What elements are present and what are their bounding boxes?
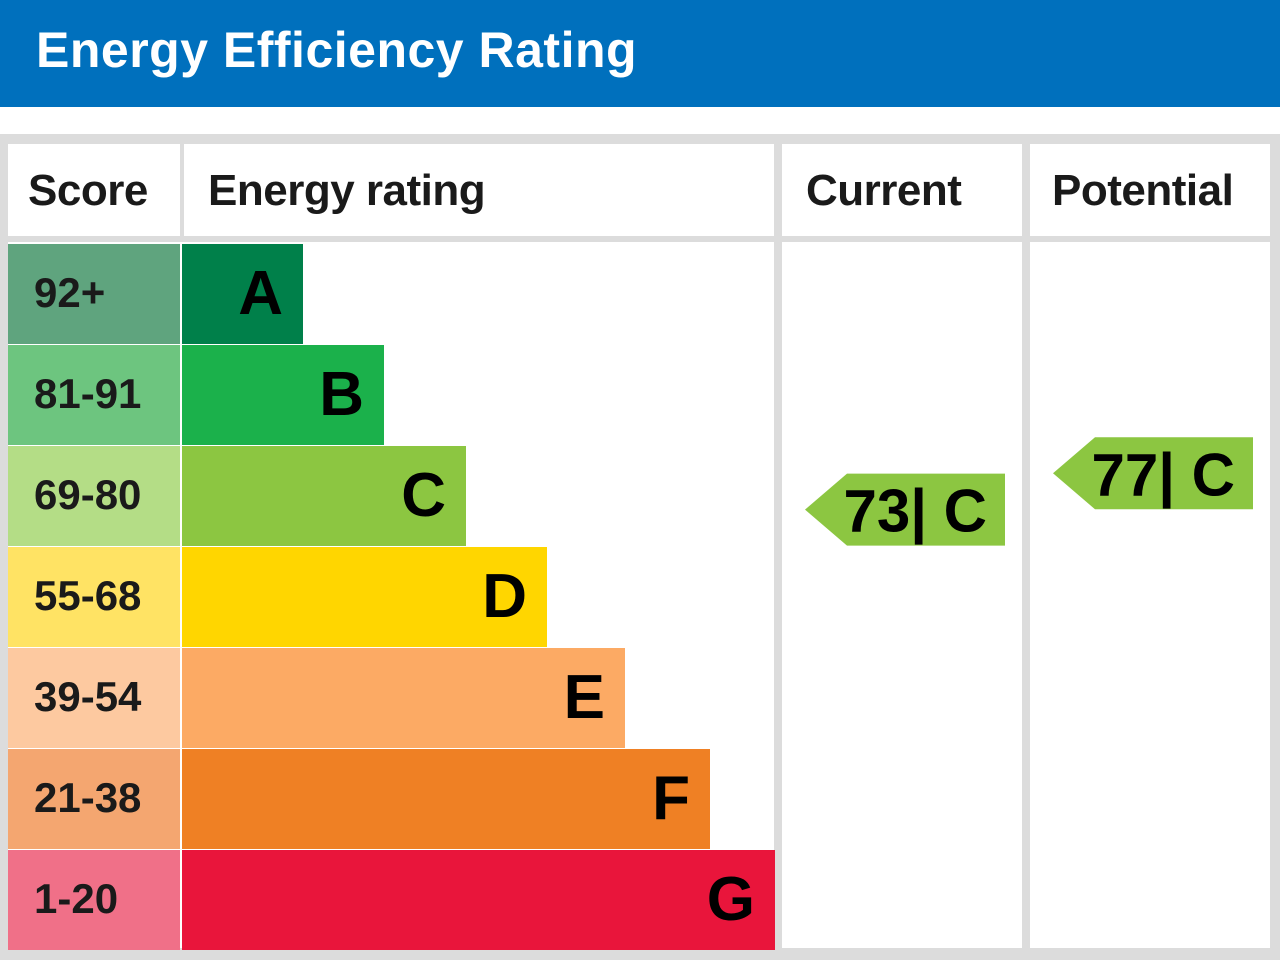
header-current-cell: Current	[782, 144, 1022, 236]
band-c: C	[182, 446, 466, 546]
band-e: E	[182, 648, 625, 748]
band-f: F	[182, 749, 710, 849]
band-letter: G	[706, 865, 755, 934]
score-cell-c: 69-80	[8, 446, 180, 546]
header-score: Score	[28, 166, 148, 215]
title-bar: Energy Efficiency Rating	[0, 0, 1280, 107]
band-letter: A	[238, 259, 283, 328]
score-label: 21-38	[34, 774, 142, 821]
header-energy-rating: Energy rating	[208, 166, 486, 215]
band-b: B	[182, 345, 384, 445]
band-letter: D	[482, 562, 527, 631]
header-current: Current	[806, 166, 962, 215]
band-letter: F	[652, 764, 690, 833]
score-cell-b: 81-91	[8, 345, 180, 445]
score-label: 69-80	[34, 471, 142, 518]
current-arrow: 73| C	[805, 473, 1005, 546]
score-label: 55-68	[34, 572, 142, 619]
score-cell-e: 39-54	[8, 648, 180, 748]
score-cell-d: 55-68	[8, 547, 180, 647]
header-rating-cell: Energy rating	[184, 144, 774, 236]
potential-arrow-label: 77| C	[1091, 441, 1235, 509]
header-potential-cell: Potential	[1030, 144, 1270, 236]
score-cell-a: 92+	[8, 244, 180, 344]
header-score-cell: Score	[8, 144, 180, 236]
band-letter: C	[401, 461, 446, 530]
band-letter: B	[319, 360, 364, 429]
potential-column-body	[1030, 242, 1270, 948]
current-arrow-label: 73| C	[843, 478, 987, 546]
score-label: 81-91	[34, 370, 142, 417]
band-d: D	[182, 547, 547, 647]
current-arrow-shape	[805, 473, 1005, 546]
score-label: 1-20	[34, 875, 119, 922]
band-g: G	[182, 850, 775, 950]
score-cell-f: 21-38	[8, 749, 180, 849]
page-title: Energy Efficiency Rating	[36, 22, 638, 78]
header-potential: Potential	[1052, 166, 1234, 215]
score-label: 39-54	[34, 673, 142, 720]
score-cell-g: 1-20	[8, 850, 180, 950]
rating-table: Score Energy rating Current Potential 92…	[0, 134, 1280, 960]
score-label: 92+	[34, 269, 106, 316]
band-a: A	[182, 244, 303, 344]
potential-arrow-shape	[1053, 437, 1253, 510]
band-letter: E	[563, 663, 605, 732]
potential-arrow: 77| C	[1053, 437, 1253, 510]
current-column-body	[782, 242, 1022, 948]
